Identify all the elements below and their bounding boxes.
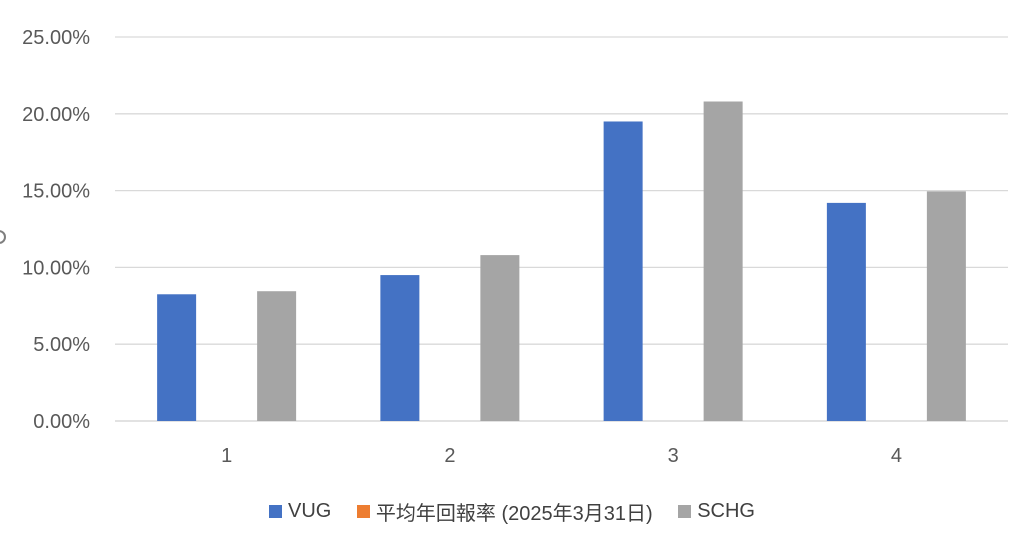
bar-schg-3 — [703, 101, 743, 422]
y-tick-label: 25.00% — [22, 27, 90, 49]
bar-schg-2 — [480, 255, 520, 421]
x-tick-label: 4 — [891, 445, 902, 467]
bar-vug-2 — [380, 275, 420, 421]
y-tick-label: 0.00% — [33, 411, 90, 433]
bar-schg-1 — [257, 291, 297, 421]
legend-label-vug: VUG — [287, 500, 332, 522]
legend-swatch-vug — [268, 505, 282, 518]
legend-swatch-average-annual-return — [356, 505, 370, 518]
bar-vug-4 — [826, 202, 866, 421]
bar-schg-4 — [926, 191, 966, 421]
y-tick-label: 10.00% — [22, 257, 90, 279]
x-tick-label: 2 — [444, 445, 455, 467]
x-tick-label: 3 — [668, 445, 679, 467]
x-tick-label: 1 — [221, 445, 232, 467]
legend-swatch-schg — [678, 505, 692, 518]
bar-vug-3 — [603, 121, 643, 421]
y-tick-label: 20.00% — [22, 104, 90, 126]
legend-label-average-annual-return: 平均年回報率 (2025年3月31日) — [375, 503, 653, 525]
legend-item-schg: SCHG — [678, 500, 755, 523]
legend-item-vug: VUG — [268, 500, 332, 523]
legend-label-schg: SCHG — [697, 500, 755, 522]
bars — [157, 101, 966, 422]
bar-vug-1 — [157, 294, 197, 421]
y-tick-label: 5.00% — [33, 334, 90, 356]
gridlines — [115, 36, 1008, 422]
y-tick-label: 15.00% — [22, 181, 90, 203]
legend: VUG 平均年回報率 (2025年3月31日) SCHG — [0, 497, 1024, 526]
x-axis-tick-labels: 1 2 3 4 — [221, 445, 902, 467]
legend-item-average-annual-return: 平均年回報率 (2025年3月31日) — [356, 497, 653, 526]
y-axis-tick-labels: 0.00% 5.00% 10.00% 15.00% 20.00% 25.00% — [22, 27, 90, 433]
